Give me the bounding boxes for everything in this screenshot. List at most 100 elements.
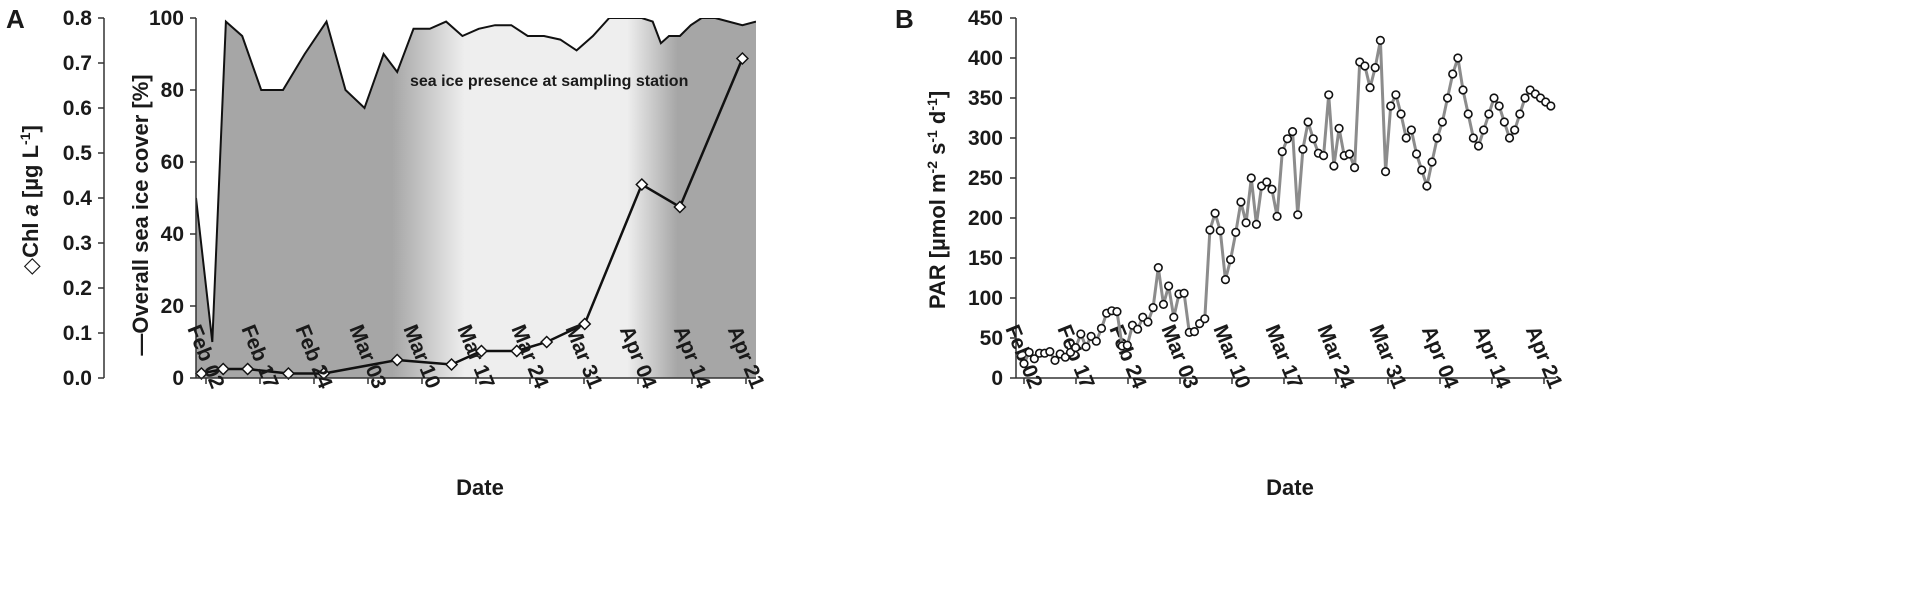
chl-a-series <box>194 51 749 381</box>
panel-b-y-tick-label: 50 <box>980 327 1003 350</box>
par-point <box>1546 101 1556 111</box>
par-point <box>1349 163 1360 173</box>
panel-b-x-tick-label: Mar 24 <box>1312 322 1358 393</box>
par-point <box>1169 312 1179 322</box>
chl-a-diamond-point <box>194 366 208 381</box>
par-point <box>1370 62 1380 73</box>
left-y-tick-label: 0.4 <box>63 187 93 210</box>
chl-a-diamond-point <box>317 366 331 381</box>
par-point <box>1499 117 1509 127</box>
par-point <box>1272 211 1282 221</box>
chl-a-diamond-point <box>444 357 459 372</box>
panel-b-y-tick-label: 100 <box>968 287 1003 310</box>
right-y-tick-label: 0 <box>172 367 184 390</box>
left-y-tick-label: 0.5 <box>63 142 93 165</box>
sea-ice-area-group <box>196 18 756 378</box>
panel-b-y-ticks: 0 50 100 150 200 250 300 350 400 450 <box>968 7 1016 390</box>
par-point <box>1504 133 1515 143</box>
par-point <box>1091 336 1101 346</box>
par-point <box>1298 144 1308 154</box>
par-point <box>1391 90 1401 100</box>
par-point <box>1473 141 1484 151</box>
par-point <box>1158 299 1169 310</box>
par-point <box>1494 101 1504 111</box>
left-y-tick-label: 0.8 <box>63 7 93 30</box>
par-point <box>1076 329 1086 339</box>
panel-b-x-tick-label: Mar 10 <box>1208 322 1254 392</box>
panel-b-y-tick-label: 150 <box>968 247 1003 270</box>
chl-a-diamond-point <box>281 366 295 381</box>
par-series <box>1019 35 1556 369</box>
chl-marker-symbol: ◇ <box>18 258 43 275</box>
par-point <box>1484 109 1494 119</box>
par-point <box>1448 69 1458 79</box>
panel-b-x-tick-label: Apr 04 <box>1417 323 1463 393</box>
par-label-part-3: s <box>925 143 950 161</box>
par-point <box>1406 125 1416 135</box>
panel-b-y-tick-label: 400 <box>968 47 1003 70</box>
chl-a-diamond-point <box>216 362 230 376</box>
par-point <box>1442 93 1453 103</box>
par-point <box>1122 340 1132 350</box>
par-point <box>1133 324 1143 334</box>
par-point <box>1386 101 1396 111</box>
right-y-tick-label: 60 <box>161 151 184 174</box>
ice-label-text: Overall sea ice cover [%] <box>128 74 153 333</box>
par-point <box>1479 125 1489 135</box>
chl-a-line <box>201 58 744 375</box>
par-point <box>1334 123 1344 133</box>
par-point <box>1287 127 1298 137</box>
par-point <box>1262 177 1272 187</box>
chl-label-part-3: [µg L <box>18 145 43 204</box>
par-point <box>1329 161 1339 171</box>
panel-a-x-axis-label: Date <box>456 475 504 500</box>
chl-a-diamond-point <box>735 51 749 66</box>
par-point <box>1189 327 1200 337</box>
par-point <box>1019 359 1029 369</box>
chl-a-diamond-point <box>390 353 404 367</box>
panel-b-y-tick-label: 450 <box>968 7 1003 30</box>
par-point <box>1437 117 1447 127</box>
par-point <box>1045 347 1055 357</box>
par-point <box>1380 167 1391 177</box>
par-point <box>1112 307 1122 317</box>
par-point <box>1401 133 1411 143</box>
right-y-tick-label: 20 <box>161 295 184 318</box>
left-y-tick-label: 0.2 <box>63 277 92 300</box>
par-point <box>1308 134 1318 144</box>
left-y-axis-label: ◇Chl a [µg L-1] <box>17 125 43 275</box>
ice-marker-symbol: — <box>128 334 153 356</box>
sea-ice-cover-area <box>196 18 756 378</box>
panel-b-x-tick-label: Mar 17 <box>1260 322 1306 392</box>
par-point <box>1164 281 1174 291</box>
left-y-ticks: 0.0 0.1 0.2 0.3 0.4 0.5 0.6 0.7 0.8 <box>63 7 104 390</box>
left-y-tick-label: 0.3 <box>63 232 92 255</box>
left-y-tick-label: 0.6 <box>63 97 92 120</box>
chl-a-diamond-point <box>578 317 592 331</box>
panel-b-y-tick-label: 300 <box>968 127 1003 150</box>
par-point <box>1417 165 1427 175</box>
chl-a-diamond-point <box>474 344 488 358</box>
chl-a-diamond-point <box>241 362 255 376</box>
par-label-part-7: ] <box>925 91 950 98</box>
par-point <box>1432 133 1442 143</box>
par-label-part-6: -1 <box>924 98 940 111</box>
par-point <box>1241 218 1251 228</box>
par-point <box>1096 323 1107 334</box>
par-point <box>1293 210 1303 220</box>
panel-b-x-tick-label: Feb 24 <box>1104 322 1150 393</box>
par-point <box>1510 125 1520 135</box>
panel-b-y-axis-label: PAR [µmol m-2 s-1 d-1] <box>924 91 950 309</box>
par-point <box>1344 149 1354 159</box>
par-point <box>1050 355 1060 366</box>
par-point <box>1246 173 1256 183</box>
par-label-part-4: -1 <box>924 130 940 143</box>
par-point <box>1153 263 1163 273</box>
par-point <box>1143 317 1153 327</box>
chl-a-diamond-point <box>635 177 649 192</box>
par-point <box>1205 225 1215 235</box>
par-point <box>1210 208 1220 218</box>
par-point <box>1029 354 1039 364</box>
par-point <box>1375 35 1385 46</box>
par-point <box>1515 109 1525 119</box>
